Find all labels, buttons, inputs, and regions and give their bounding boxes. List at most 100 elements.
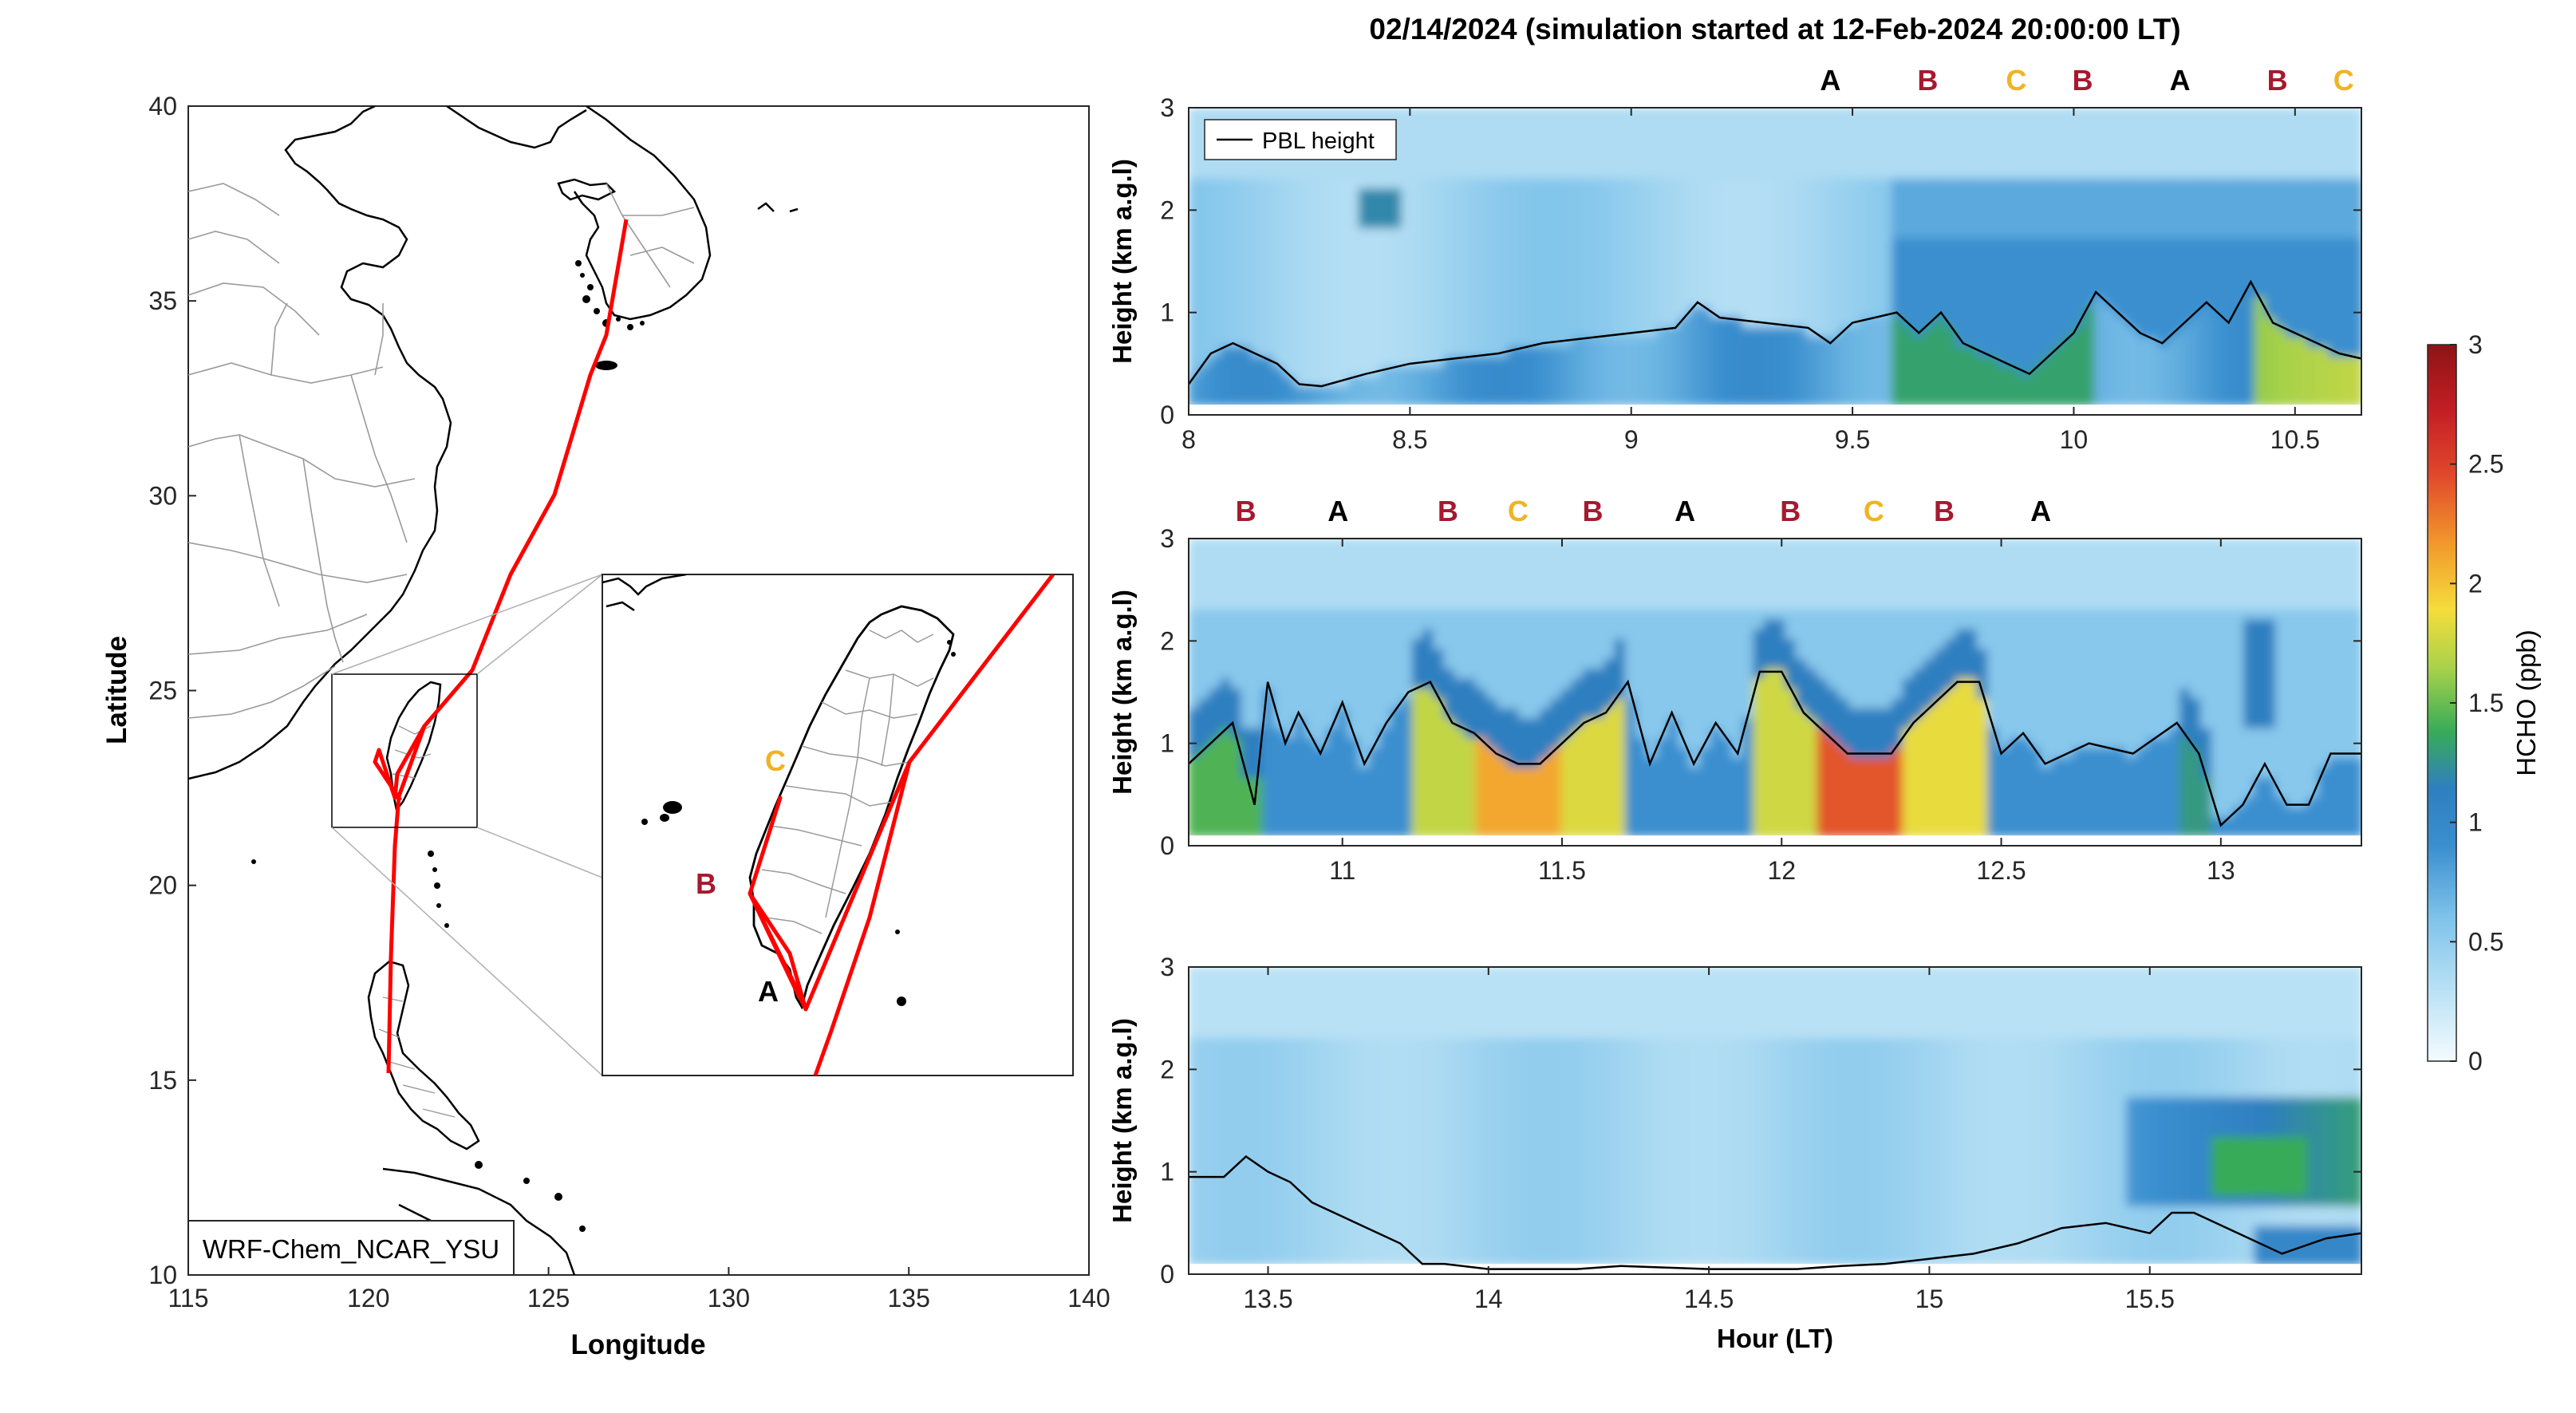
- heatmap-cell: [1262, 225, 1276, 239]
- heatmap-cell: [1358, 195, 1372, 209]
- heatmap-cell: [2349, 206, 2361, 219]
- heatmap-cell: [1667, 646, 1681, 659]
- heatmap-cell: [1678, 225, 1692, 239]
- heatmap-cell: [1614, 696, 1627, 708]
- heatmap-cell: [1710, 265, 1724, 278]
- heatmap-cell: [1774, 146, 1788, 160]
- heatmap-cell: [1657, 156, 1671, 169]
- heatmap-cell: [1646, 637, 1659, 649]
- heatmap-cell: [1422, 225, 1436, 239]
- heatmap-cell: [2073, 274, 2086, 288]
- heatmap-cell: [1604, 245, 1617, 259]
- heatmap-cell: [1189, 676, 1201, 689]
- heatmap-cell: [1753, 364, 1766, 377]
- heatmap-cell: [2019, 206, 2033, 219]
- heatmap-cell: [1763, 274, 1777, 288]
- heatmap-cell: [1486, 235, 1500, 248]
- heatmap-cell: [1699, 384, 1713, 397]
- heatmap-cell: [1604, 716, 1617, 728]
- heatmap-cell: [1189, 364, 1201, 377]
- heatmap-cell: [2083, 265, 2097, 278]
- heatmap-cell: [2093, 235, 2108, 248]
- heatmap-cell: [1774, 235, 1788, 248]
- heatmap-cell: [1646, 126, 1659, 140]
- heatmap-cell: [1667, 344, 1681, 357]
- heatmap-cell: [1635, 294, 1649, 308]
- heatmap-cell: [2286, 384, 2299, 397]
- heatmap-cell: [1358, 804, 1372, 818]
- heatmap-cell: [1230, 186, 1244, 199]
- heatmap-cell: [1550, 765, 1564, 778]
- heatmap-cell: [1827, 354, 1841, 367]
- heatmap-cell: [2243, 108, 2257, 120]
- heatmap-cell: [1507, 166, 1521, 179]
- heatmap-cell: [1433, 344, 1446, 357]
- heatmap-cell: [1923, 116, 1937, 129]
- heatmap-cell: [1401, 195, 1414, 209]
- heatmap-cell: [1272, 265, 1287, 278]
- heatmap-cell: [1507, 804, 1521, 818]
- heatmap-cell: [1454, 557, 1468, 570]
- heatmap-cell: [1560, 245, 1575, 259]
- heatmap-cell: [2009, 294, 2022, 308]
- heatmap-cell: [1529, 166, 1542, 179]
- heatmap-cell: [2200, 265, 2214, 278]
- heatmap-cell: [1859, 166, 1873, 179]
- heatmap-cell: [1880, 116, 1894, 129]
- heatmap-cell: [1198, 705, 1212, 719]
- heatmap-cell: [1272, 617, 1287, 630]
- heatmap-cell: [1347, 686, 1361, 699]
- heatmap-cell: [1198, 755, 1212, 768]
- heatmap-cell: [1379, 617, 1393, 630]
- heatmap-cell: [1486, 136, 1500, 149]
- heatmap-cell: [1209, 294, 1223, 308]
- heatmap-cell: [1753, 176, 1766, 189]
- heatmap-cell: [1827, 265, 1841, 278]
- heatmap-cell: [1316, 305, 1329, 318]
- heatmap-cell: [1465, 804, 1478, 818]
- heatmap-cell: [1230, 108, 1244, 120]
- heatmap-cell: [1560, 587, 1575, 600]
- heatmap-cell: [1294, 364, 1308, 377]
- heatmap-cell: [1262, 725, 1276, 739]
- heatmap-cell: [1838, 334, 1852, 347]
- heatmap-cell: [2264, 235, 2278, 248]
- heatmap-cell: [1284, 587, 1297, 600]
- heatmap-cell: [1550, 567, 1564, 580]
- heatmap-cell: [1614, 126, 1627, 140]
- heatmap-cell: [2009, 245, 2022, 259]
- heatmap-cell: [1507, 324, 1521, 337]
- heatmap-cell: [1358, 824, 1372, 838]
- heatmap-cell: [2136, 215, 2150, 228]
- heatmap-cell: [2222, 116, 2235, 129]
- heatmap-cell: [1390, 206, 1404, 219]
- heatmap-cell: [1646, 373, 1659, 387]
- heatmap-cell: [1465, 795, 1478, 807]
- heatmap-cell: [1294, 176, 1308, 189]
- heatmap-cell: [1433, 265, 1446, 278]
- heatmap-cell: [1592, 686, 1607, 699]
- heatmap-cell: [2275, 225, 2289, 239]
- heatmap-cell: [1401, 637, 1414, 649]
- heatmap-cell: [1337, 686, 1351, 699]
- heatmap-cell: [1433, 314, 1446, 327]
- heatmap-cell: [2115, 245, 2128, 259]
- heatmap-cell: [1198, 696, 1212, 708]
- heatmap-cell: [1326, 547, 1340, 560]
- heatmap-cell: [1379, 597, 1393, 610]
- heatmap-cell: [2105, 314, 2118, 327]
- ytick-label: 2: [1160, 195, 1174, 224]
- heatmap-cell: [1433, 195, 1446, 209]
- heatmap-cell: [1870, 116, 1884, 129]
- heatmap-cell: [2168, 354, 2182, 367]
- heatmap-cell: [1859, 373, 1873, 387]
- heatmap-cell: [2147, 195, 2161, 209]
- heatmap-cell: [1753, 206, 1766, 219]
- heatmap-cell: [1902, 235, 1915, 248]
- heatmap-cell: [1604, 166, 1617, 179]
- heatmap-cell: [1337, 587, 1351, 600]
- heatmap-cell: [2243, 384, 2257, 397]
- heatmap-cell: [1689, 384, 1702, 397]
- heatmap-cell: [2030, 265, 2044, 278]
- heatmap-cell: [1262, 785, 1276, 798]
